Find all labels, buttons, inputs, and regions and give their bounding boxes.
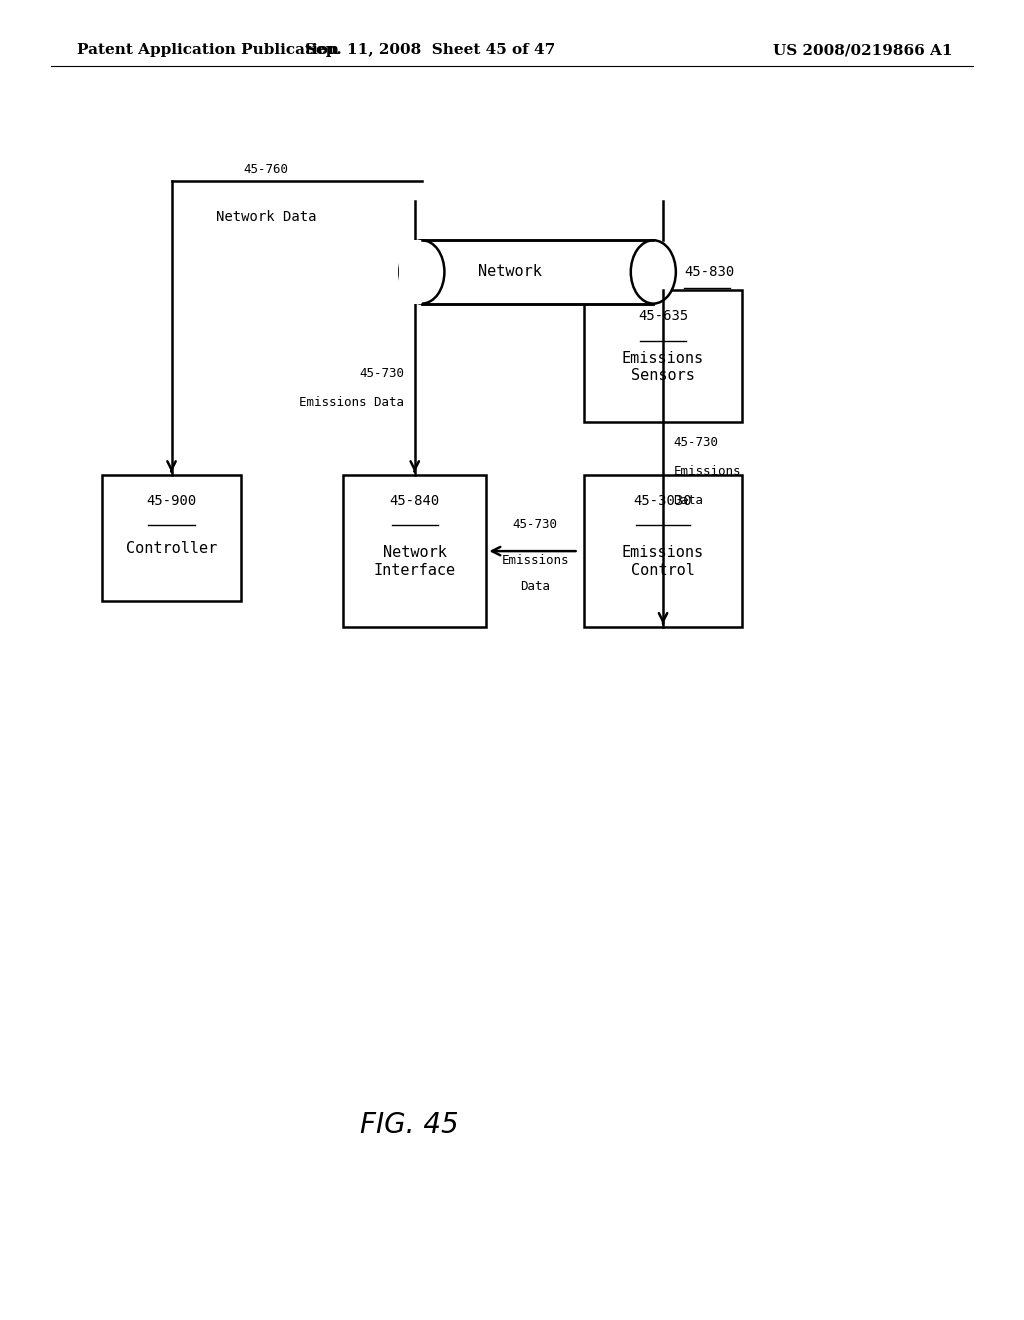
Text: Network
Interface: Network Interface bbox=[374, 545, 456, 578]
Text: Emissions: Emissions bbox=[674, 466, 740, 478]
Ellipse shape bbox=[399, 240, 444, 304]
Bar bbox=[422, 240, 653, 304]
Text: FIG. 45: FIG. 45 bbox=[360, 1110, 459, 1139]
Text: 45-760: 45-760 bbox=[244, 162, 289, 176]
Text: Data: Data bbox=[520, 581, 550, 593]
Text: Patent Application Publication: Patent Application Publication bbox=[77, 44, 339, 57]
Bar bbox=[343, 475, 486, 627]
Bar bbox=[584, 290, 742, 422]
Text: 45-830: 45-830 bbox=[684, 265, 734, 279]
Text: 45-730: 45-730 bbox=[674, 437, 718, 449]
Text: 45-635: 45-635 bbox=[638, 309, 688, 323]
Text: Controller: Controller bbox=[126, 541, 217, 556]
Text: Emissions: Emissions bbox=[502, 554, 568, 566]
Ellipse shape bbox=[631, 240, 676, 304]
Text: Emissions
Sensors: Emissions Sensors bbox=[622, 351, 705, 383]
Text: 45-3030: 45-3030 bbox=[634, 494, 692, 508]
Bar bbox=[399, 240, 422, 304]
Text: 45-730: 45-730 bbox=[359, 367, 404, 380]
Text: Network Data: Network Data bbox=[216, 210, 316, 224]
Text: US 2008/0219866 A1: US 2008/0219866 A1 bbox=[773, 44, 952, 57]
Text: Sep. 11, 2008  Sheet 45 of 47: Sep. 11, 2008 Sheet 45 of 47 bbox=[305, 44, 555, 57]
Text: 45-730: 45-730 bbox=[513, 519, 557, 531]
Text: Emissions Data: Emissions Data bbox=[299, 396, 404, 409]
Bar bbox=[584, 475, 742, 627]
Bar bbox=[102, 475, 241, 601]
Text: Network: Network bbox=[478, 264, 542, 280]
Text: Emissions
Control: Emissions Control bbox=[622, 545, 705, 578]
Text: 45-840: 45-840 bbox=[389, 494, 440, 508]
Text: 45-900: 45-900 bbox=[146, 494, 197, 508]
Text: Data: Data bbox=[674, 495, 703, 507]
